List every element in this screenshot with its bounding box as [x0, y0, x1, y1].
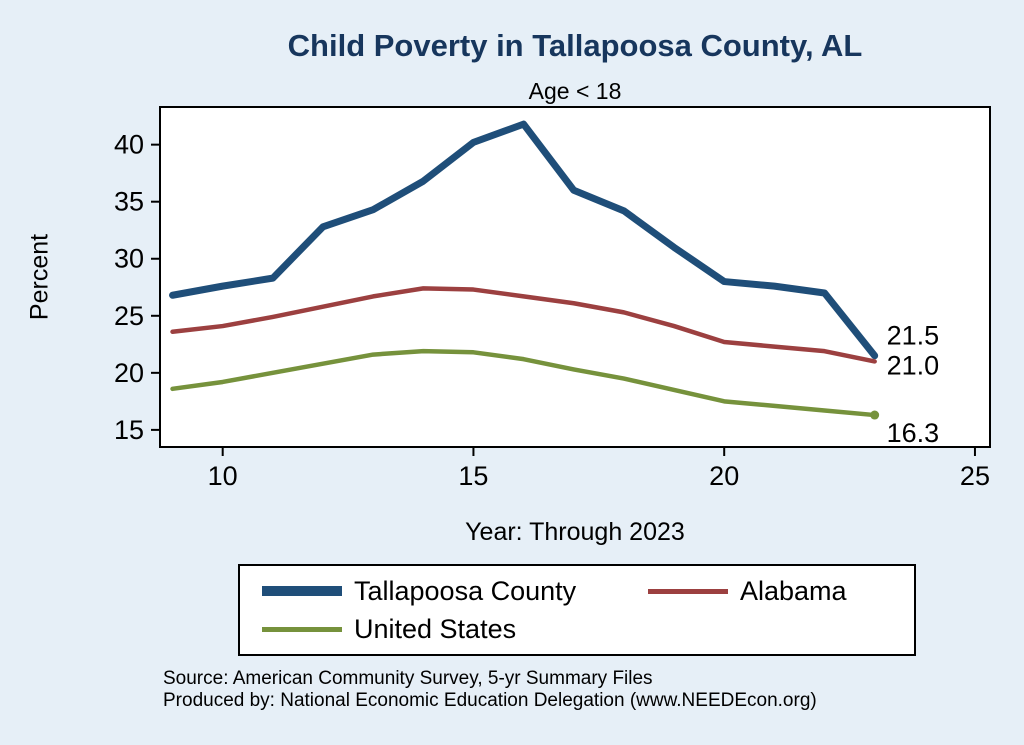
chart-subtitle: Age < 18	[528, 78, 622, 104]
source-note: Source: American Community Survey, 5-yr …	[163, 668, 817, 712]
legend-label-alabama: Alabama	[740, 575, 847, 606]
legend-item-united-states: United States	[262, 614, 648, 645]
series-line-1	[170, 286, 877, 364]
x-axis-label: Year: Through 2023	[465, 518, 685, 546]
legend-item-alabama: Alabama	[648, 576, 914, 607]
series-end-label-0: 21.5	[887, 321, 940, 351]
x-tick-label: 10	[208, 461, 238, 491]
line-chart: 15 20 25 30 35 40 10 15 20 25 21.521.0 16.3	[114, 106, 991, 491]
y-tick-label: 30	[114, 244, 144, 274]
legend-label-united-states: United States	[354, 613, 517, 644]
series-line-0	[169, 120, 879, 360]
y-tick-label: 35	[114, 187, 144, 217]
series-end-label-1: 21.0	[887, 350, 940, 380]
legend: Tallapoosa County Alabama United States	[238, 564, 916, 656]
y-tick-label: 25	[114, 301, 144, 331]
y-tick-label: 15	[114, 415, 144, 445]
y-tick-label: 20	[114, 358, 144, 388]
tallapoosa-line-swatch	[262, 586, 342, 596]
x-tick-label: 20	[709, 461, 739, 491]
plot-area	[159, 106, 991, 448]
series-end-label-2: 16.3	[887, 418, 940, 448]
chart-title: Child Poverty in Tallapoosa County, AL	[287, 28, 863, 63]
alabama-line-swatch	[648, 588, 728, 594]
series-end-dot-2	[870, 410, 880, 420]
source-line: Source: American Community Survey, 5-yr …	[163, 668, 653, 689]
x-tick-label: 25	[960, 461, 990, 491]
legend-label-tallapoosa: Tallapoosa County	[354, 575, 577, 606]
y-tick-label: 40	[114, 130, 144, 160]
produced-by-line: Produced by: National Economic Education…	[163, 690, 817, 711]
legend-item-tallapoosa: Tallapoosa County	[262, 576, 648, 607]
x-tick-label: 15	[458, 461, 488, 491]
united-states-line-swatch	[262, 626, 342, 632]
series-line-2	[170, 348, 877, 418]
